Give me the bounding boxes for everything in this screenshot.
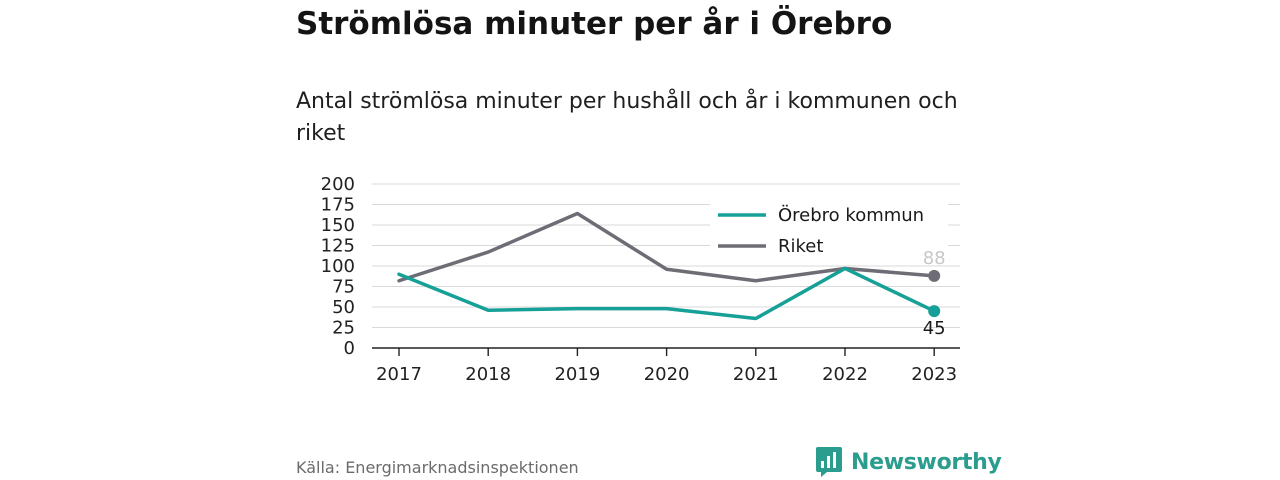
- x-axis: 2017 2018 2019 2020 2021 2022 2023: [372, 347, 960, 385]
- x-tick-label: 2017: [376, 364, 422, 385]
- chart-title: Strömlösa minuter per år i Örebro: [296, 6, 893, 42]
- x-tick-label: 2022: [822, 364, 868, 385]
- chart-subtitle: Antal strömlösa minuter per hushåll och …: [296, 89, 958, 146]
- source-text: Källa: Energimarknadsinspektionen: [296, 458, 579, 477]
- data-labels: 88 45: [923, 248, 946, 339]
- x-tick-label: 2020: [644, 364, 690, 385]
- y-tick-label: 200: [321, 174, 355, 195]
- x-tick-label: 2021: [733, 364, 779, 385]
- legend-label-riket: Riket: [778, 236, 823, 257]
- y-tick-label: 0: [344, 338, 355, 359]
- legend: Örebro kommun Riket: [710, 198, 948, 264]
- y-tick-label: 125: [321, 236, 355, 257]
- newsworthy-logo-icon: [816, 447, 842, 477]
- legend-label-orebro: Örebro kommun: [778, 204, 924, 226]
- brand-logo[interactable]: Newsworthy: [815, 446, 1002, 478]
- brand-name: Newsworthy: [851, 449, 1002, 475]
- series-lines: [397, 211, 941, 321]
- x-tick-label: 2023: [911, 364, 957, 385]
- y-tick-label: 100: [321, 256, 355, 277]
- x-tick-label: 2018: [465, 364, 511, 385]
- end-point-orebro: [928, 305, 941, 318]
- y-tick-label: 50: [332, 297, 355, 318]
- y-tick-label: 75: [332, 277, 355, 298]
- end-point-riket: [928, 269, 941, 282]
- data-label-riket: 88: [923, 248, 946, 269]
- y-tick-label: 25: [332, 318, 355, 339]
- data-label-orebro: 45: [923, 318, 946, 339]
- series-line-orebro: [397, 266, 936, 321]
- y-tick-label: 150: [321, 215, 355, 236]
- y-tick-label: 175: [321, 195, 355, 216]
- legend-box: [710, 198, 948, 264]
- x-tick-label: 2019: [554, 364, 600, 385]
